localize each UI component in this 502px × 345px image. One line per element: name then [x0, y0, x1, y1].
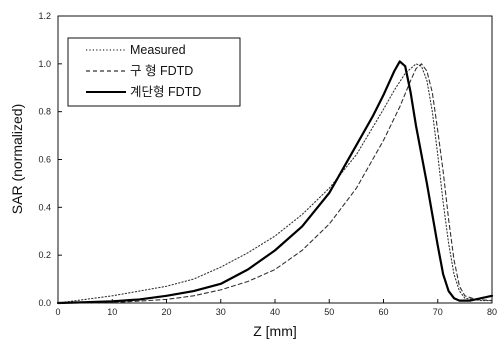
x-tick-label: 50	[324, 307, 334, 317]
series-line-measured	[57, 63, 493, 304]
y-tick-label: 1.0	[38, 59, 51, 69]
y-tick-label: 0.2	[38, 250, 51, 260]
series-line-fdtd-staircase	[56, 60, 494, 305]
y-tick-label: 0.8	[38, 107, 51, 117]
x-tick-label: 30	[216, 307, 226, 317]
series-layer	[56, 60, 494, 305]
x-tick-label: 0	[55, 307, 60, 317]
legend-label-fdtd-staircase: 계단형 FDTD	[130, 85, 201, 99]
legend: Measured 구 형 FDTD 계단형 FDTD	[67, 37, 241, 107]
y-tick-label: 0.0	[38, 298, 51, 308]
legend-box	[67, 37, 241, 107]
y-tick-label: 0.6	[38, 155, 51, 165]
x-axis-title: Z [mm]	[253, 323, 297, 339]
y-axis-title: SAR (normalized)	[9, 104, 25, 214]
legend-label-measured: Measured	[130, 43, 186, 57]
y-tick-label: 0.4	[38, 202, 51, 212]
y-tick-label: 1.2	[38, 11, 51, 21]
x-tick-label: 10	[107, 307, 117, 317]
legend-label-fdtd-conformal: 구 형 FDTD	[130, 64, 193, 78]
x-tick-label: 40	[270, 307, 280, 317]
x-axis-ticks: 0 10 20 30 40 50 60 70 80	[55, 299, 497, 317]
x-tick-label: 20	[161, 307, 171, 317]
y-axis-ticks: 0.0 0.2 0.4 0.6 0.8 1.0 1.2	[38, 11, 62, 308]
x-tick-label: 60	[378, 307, 388, 317]
series-line-fdtd-conformal	[57, 63, 493, 304]
x-tick-label: 80	[487, 307, 497, 317]
x-tick-label: 70	[433, 307, 443, 317]
